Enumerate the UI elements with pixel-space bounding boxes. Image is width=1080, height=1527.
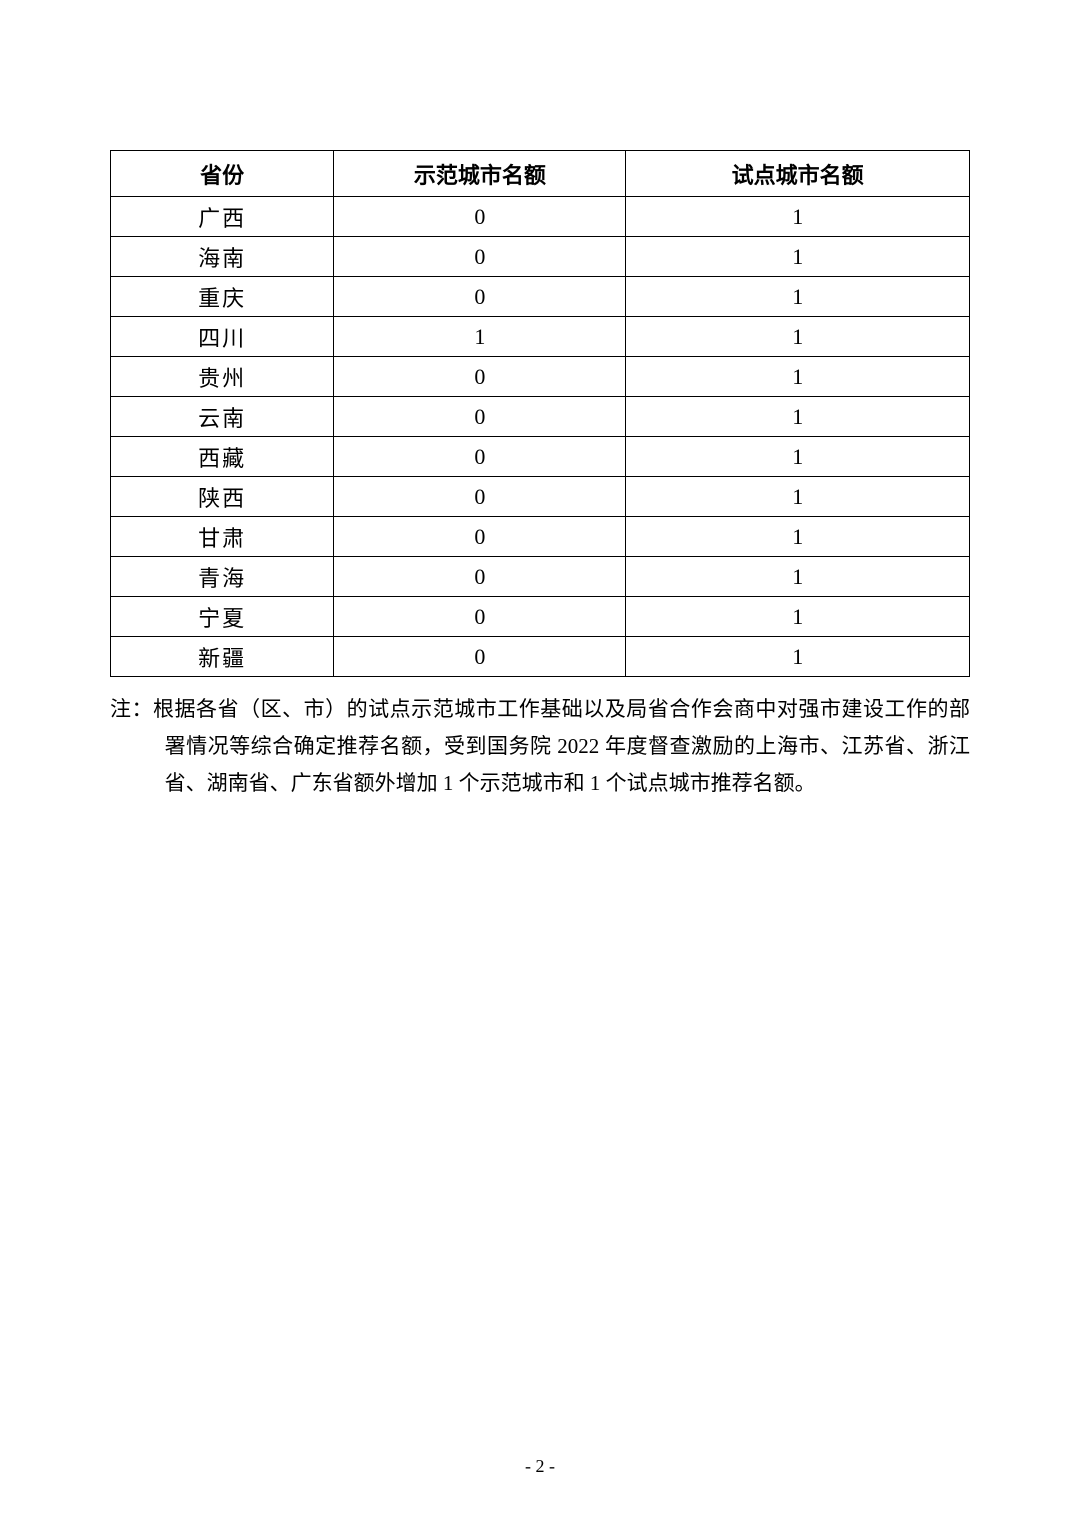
table-row: 广西01	[111, 197, 970, 237]
pilot-quota-cell: 1	[626, 397, 970, 437]
page-number: - 2 -	[0, 1456, 1080, 1477]
demo-quota-cell: 0	[334, 357, 626, 397]
demo-quota-cell: 0	[334, 197, 626, 237]
table-row: 贵州01	[111, 357, 970, 397]
demo-quota-cell: 1	[334, 317, 626, 357]
col-header-pilot: 试点城市名额	[626, 151, 970, 197]
table-header-row: 省份 示范城市名额 试点城市名额	[111, 151, 970, 197]
province-cell: 陕西	[111, 477, 334, 517]
province-cell: 云南	[111, 397, 334, 437]
pilot-quota-cell: 1	[626, 477, 970, 517]
pilot-quota-cell: 1	[626, 637, 970, 677]
pilot-quota-cell: 1	[626, 197, 970, 237]
demo-quota-cell: 0	[334, 397, 626, 437]
demo-quota-cell: 0	[334, 597, 626, 637]
province-cell: 广西	[111, 197, 334, 237]
demo-quota-cell: 0	[334, 637, 626, 677]
province-cell: 重庆	[111, 277, 334, 317]
pilot-quota-cell: 1	[626, 357, 970, 397]
footnote-label: 注：	[110, 697, 153, 721]
province-cell: 新疆	[111, 637, 334, 677]
table-row: 宁夏01	[111, 597, 970, 637]
pilot-quota-cell: 1	[626, 317, 970, 357]
pilot-quota-cell: 1	[626, 437, 970, 477]
demo-quota-cell: 0	[334, 437, 626, 477]
table-row: 四川11	[111, 317, 970, 357]
footnote-text: 根据各省（区、市）的试点示范城市工作基础以及局省合作会商中对强市建设工作的部署情…	[153, 697, 970, 795]
footnote: 注：根据各省（区、市）的试点示范城市工作基础以及局省合作会商中对强市建设工作的部…	[110, 691, 970, 801]
demo-quota-cell: 0	[334, 277, 626, 317]
quota-table: 省份 示范城市名额 试点城市名额 广西01海南01重庆01四川11贵州01云南0…	[110, 150, 970, 677]
col-header-province: 省份	[111, 151, 334, 197]
document-page: 省份 示范城市名额 试点城市名额 广西01海南01重庆01四川11贵州01云南0…	[0, 0, 1080, 1527]
demo-quota-cell: 0	[334, 517, 626, 557]
pilot-quota-cell: 1	[626, 597, 970, 637]
table-row: 云南01	[111, 397, 970, 437]
province-cell: 贵州	[111, 357, 334, 397]
province-cell: 海南	[111, 237, 334, 277]
col-header-demo: 示范城市名额	[334, 151, 626, 197]
province-cell: 四川	[111, 317, 334, 357]
demo-quota-cell: 0	[334, 477, 626, 517]
province-cell: 宁夏	[111, 597, 334, 637]
province-cell: 甘肃	[111, 517, 334, 557]
table-row: 海南01	[111, 237, 970, 277]
table-row: 青海01	[111, 557, 970, 597]
pilot-quota-cell: 1	[626, 277, 970, 317]
pilot-quota-cell: 1	[626, 517, 970, 557]
table-row: 甘肃01	[111, 517, 970, 557]
pilot-quota-cell: 1	[626, 557, 970, 597]
table-row: 西藏01	[111, 437, 970, 477]
demo-quota-cell: 0	[334, 557, 626, 597]
table-row: 重庆01	[111, 277, 970, 317]
table-row: 陕西01	[111, 477, 970, 517]
pilot-quota-cell: 1	[626, 237, 970, 277]
province-cell: 西藏	[111, 437, 334, 477]
table-row: 新疆01	[111, 637, 970, 677]
demo-quota-cell: 0	[334, 237, 626, 277]
province-cell: 青海	[111, 557, 334, 597]
